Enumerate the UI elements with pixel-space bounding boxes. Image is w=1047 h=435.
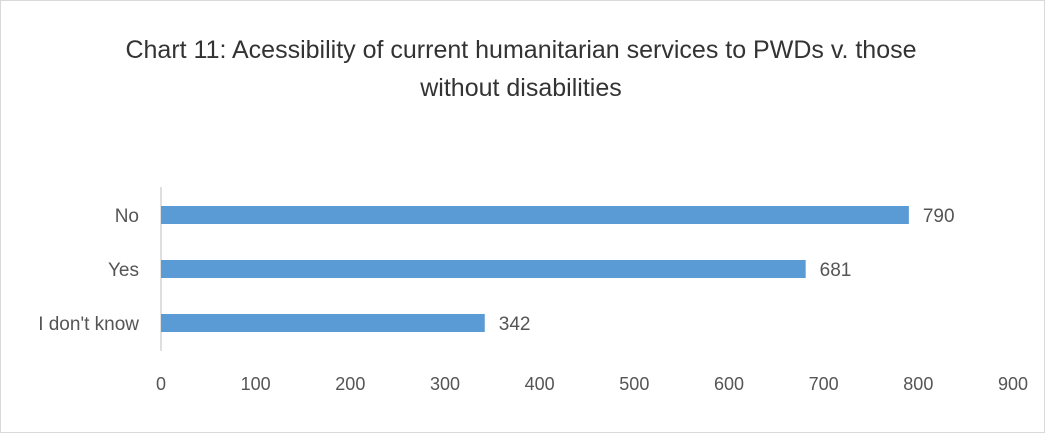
x-tick-label: 500 (619, 374, 649, 394)
category-label: Yes (108, 260, 139, 281)
x-tick-label: 800 (903, 374, 933, 394)
bar-i-don-t-know (161, 314, 485, 332)
category-label: I don't know (38, 314, 139, 335)
category-label: No (115, 206, 139, 227)
x-tick-label: 600 (714, 374, 744, 394)
bar-no (161, 206, 909, 224)
x-tick-label: 100 (241, 374, 271, 394)
bar-yes (161, 260, 806, 278)
data-labels: 790 681 342 (499, 206, 955, 335)
data-label: 681 (820, 260, 852, 281)
x-tick-label: 700 (809, 374, 839, 394)
x-tick-label: 400 (525, 374, 555, 394)
x-tick-label: 900 (998, 374, 1028, 394)
data-label: 342 (499, 314, 531, 335)
x-tick-label: 0 (156, 374, 166, 394)
x-tick-label: 300 (430, 374, 460, 394)
x-tick-label: 200 (335, 374, 365, 394)
chart-title: Chart 11: Acessibility of current humani… (125, 36, 917, 102)
data-label: 790 (923, 206, 955, 227)
category-labels: No Yes I don't know (38, 206, 139, 335)
x-tick-labels: 0 100 200 300 400 500 600 700 800 900 (156, 374, 1028, 394)
bars-group (161, 206, 909, 332)
